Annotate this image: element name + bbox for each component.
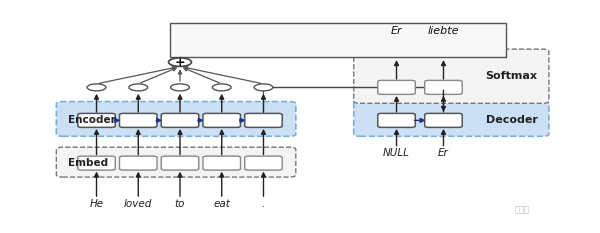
FancyBboxPatch shape xyxy=(119,156,157,170)
FancyBboxPatch shape xyxy=(425,113,462,127)
Text: loved: loved xyxy=(124,199,152,209)
FancyBboxPatch shape xyxy=(245,113,282,127)
Text: Decoder: Decoder xyxy=(485,115,538,125)
FancyBboxPatch shape xyxy=(354,49,549,103)
FancyBboxPatch shape xyxy=(78,113,115,127)
FancyBboxPatch shape xyxy=(245,156,282,170)
Text: Er: Er xyxy=(438,148,449,158)
FancyBboxPatch shape xyxy=(161,156,199,170)
FancyBboxPatch shape xyxy=(56,147,296,177)
FancyBboxPatch shape xyxy=(354,102,549,136)
Text: Er: Er xyxy=(391,26,403,36)
FancyBboxPatch shape xyxy=(161,113,199,127)
FancyBboxPatch shape xyxy=(203,113,241,127)
FancyBboxPatch shape xyxy=(378,80,415,94)
Text: 量子位: 量子位 xyxy=(514,205,529,214)
Text: Encoder: Encoder xyxy=(68,115,116,125)
Text: +: + xyxy=(175,56,185,69)
FancyBboxPatch shape xyxy=(78,156,115,170)
FancyBboxPatch shape xyxy=(119,113,157,127)
Circle shape xyxy=(170,84,190,91)
Bar xyxy=(170,23,506,57)
Text: He: He xyxy=(89,199,104,209)
Text: .: . xyxy=(262,199,265,209)
Text: eat: eat xyxy=(214,199,230,209)
Circle shape xyxy=(87,84,106,91)
Circle shape xyxy=(212,84,231,91)
FancyBboxPatch shape xyxy=(203,156,241,170)
FancyBboxPatch shape xyxy=(425,80,462,94)
Circle shape xyxy=(254,84,273,91)
Text: NULL: NULL xyxy=(383,148,410,158)
Circle shape xyxy=(129,84,148,91)
Text: liebte: liebte xyxy=(428,26,459,36)
Text: to: to xyxy=(175,199,185,209)
FancyBboxPatch shape xyxy=(56,102,296,136)
Circle shape xyxy=(169,58,191,66)
FancyBboxPatch shape xyxy=(378,113,415,127)
Text: Softmax: Softmax xyxy=(485,71,538,81)
Text: Embed: Embed xyxy=(68,158,108,168)
